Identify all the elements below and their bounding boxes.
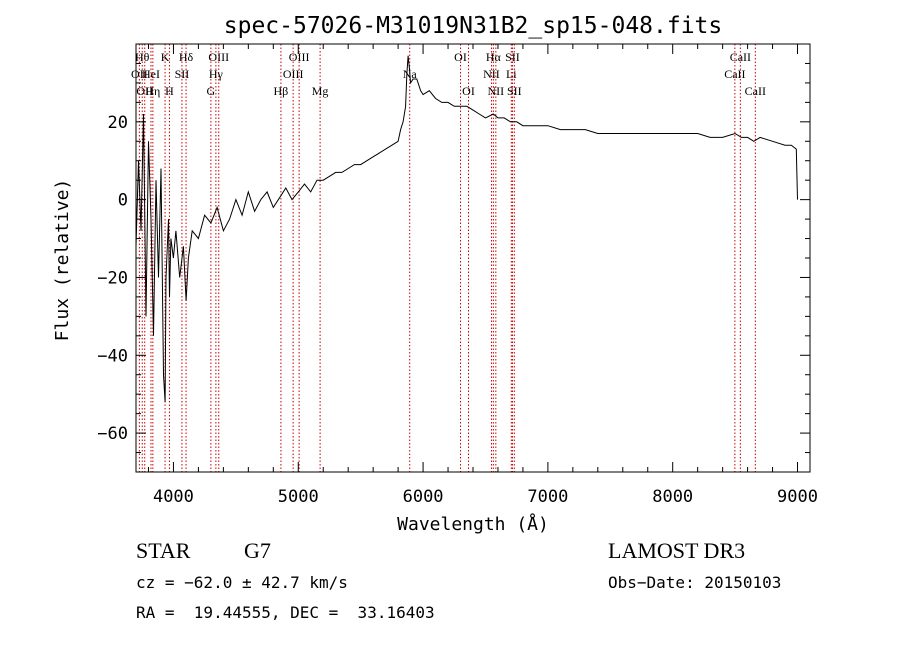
y-tick-label: −20	[97, 268, 128, 288]
spectral-line-label: OII	[136, 84, 153, 98]
spectral-line-label: Hδ	[179, 50, 194, 64]
object-subclass: G7	[244, 538, 271, 563]
spectral-line-label: SII	[505, 50, 520, 64]
x-tick-label: 4000	[153, 487, 194, 507]
spectral-line-label: Hη	[145, 84, 160, 98]
y-tick-label: −60	[97, 424, 128, 444]
spectral-line-label: HeI	[142, 67, 160, 81]
survey-name: LAMOST DR3	[608, 538, 746, 563]
spectral-line-label: Hγ	[209, 67, 224, 81]
x-tick-label: 9000	[777, 487, 818, 507]
x-tick-label: 6000	[403, 487, 444, 507]
spectral-line-label: OIII	[283, 67, 304, 81]
spectral-line-label: OI	[454, 50, 467, 64]
y-tick-label: 20	[108, 113, 128, 133]
spectral-line-label: Mg	[312, 84, 329, 98]
redshift-cz: cz = −62.0 ± 42.7 km/s	[136, 573, 348, 592]
spectral-line-label: OII	[131, 67, 148, 81]
spectral-line-label: Hα	[486, 50, 502, 64]
spectral-line-label: G	[207, 84, 216, 98]
spectral-line-label: CaII	[730, 50, 751, 64]
spectral-line-label: Hθ	[135, 50, 150, 64]
spectral-line-label: NII	[488, 84, 505, 98]
x-tick-label: 7000	[527, 487, 568, 507]
spectral-line-label: Hβ	[274, 84, 289, 98]
spectral-line-label: H	[165, 84, 174, 98]
spectral-line-label: SII	[175, 67, 190, 81]
spectral-line-label: OIII	[289, 50, 310, 64]
y-tick-label: 0	[118, 191, 128, 211]
coordinates: RA = 19.44555, DEC = 33.16403	[136, 603, 435, 622]
observation-date: Obs−Date: 20150103	[608, 573, 782, 592]
axis-ticks: 4000 5000 6000 7000 8000 9000 −60 −40 −20 0 20	[97, 44, 818, 507]
y-axis-label: Flux (relative)	[52, 179, 73, 342]
spectrum-series-line	[135, 55, 798, 403]
y-tick-label: −40	[97, 346, 128, 366]
spectral-line-label: OIII	[208, 50, 229, 64]
spectral-line-label: CaII	[745, 84, 766, 98]
spectral-line-label: OI	[462, 84, 475, 98]
spectral-line-label: NII	[483, 67, 500, 81]
spectral-line-label: Li	[506, 67, 517, 81]
spectral-line-markers	[138, 44, 756, 472]
spectral-line-label: SII	[507, 84, 522, 98]
x-tick-label: 8000	[652, 487, 693, 507]
spectral-line-label: CaII	[724, 67, 745, 81]
plot-frame	[135, 43, 811, 473]
chart-title: spec-57026-M31019N31B2_sp15-048.fits	[224, 13, 723, 39]
x-axis-label: Wavelength (Å)	[397, 513, 549, 535]
object-class: STAR	[136, 538, 191, 563]
spectral-line-labels: OIIHθOIIHeIHηKHSIIHδGHγOIIIHβOIIIOIIIMgN…	[131, 50, 766, 98]
x-tick-label: 5000	[278, 487, 319, 507]
spectral-line-label: K	[161, 50, 170, 64]
